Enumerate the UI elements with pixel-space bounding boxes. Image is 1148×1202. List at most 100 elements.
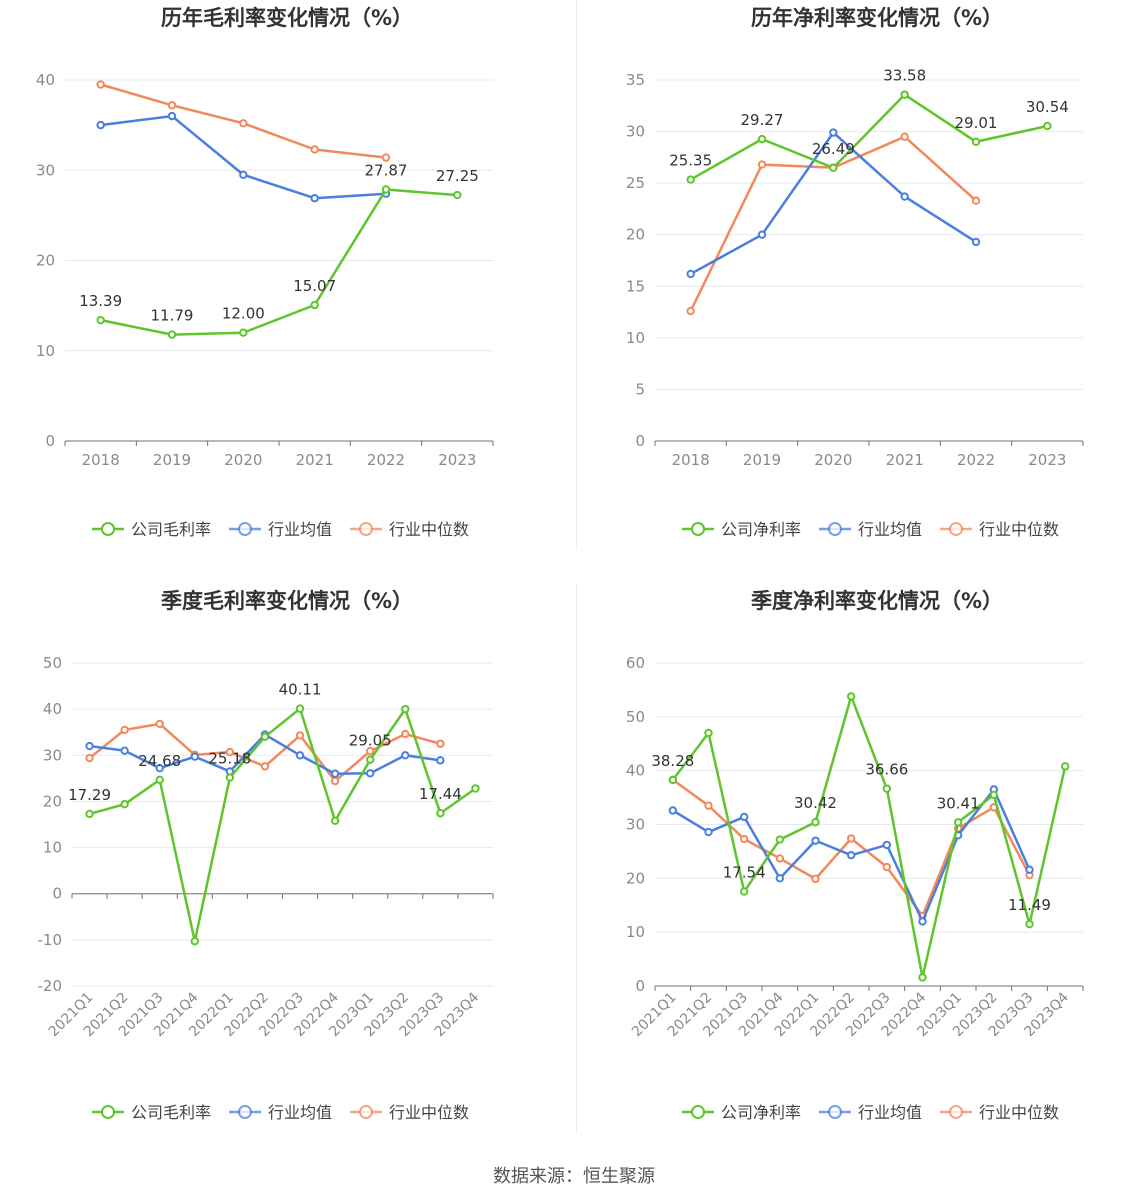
data-label: 29.27: [741, 111, 784, 129]
y-tick-label: 20: [626, 226, 645, 244]
chart-title: 历年净利率变化情况（%）: [750, 6, 1004, 30]
legend-marker: [101, 522, 115, 536]
y-tick-label: 40: [43, 700, 62, 718]
legend-label: 公司净利率: [721, 1103, 801, 1122]
data-point: [366, 755, 375, 764]
data-point: [310, 300, 319, 310]
y-tick-label: 30: [626, 816, 645, 834]
quarterly-gross-margin-chart: 季度毛利率变化情况（%） -20 -10 0 10 20 30 40 50 2021Q1 2021…: [0, 583, 574, 1166]
legend-label: 行业中位数: [979, 1103, 1059, 1122]
data-point: [330, 816, 340, 826]
data-point: [971, 237, 981, 247]
x-tick-label: 2020: [814, 451, 852, 469]
chart-title: 历年毛利率变化情况（%）: [160, 6, 414, 30]
data-label: 30.41: [937, 794, 980, 812]
data-point: [757, 134, 767, 144]
data-point: [295, 751, 305, 760]
data-label: 40.11: [279, 681, 322, 699]
data-label: 30.42: [794, 794, 837, 812]
data-point: [190, 752, 199, 761]
data-point: [882, 840, 892, 850]
data-label: 29.05: [349, 732, 392, 750]
data-point: [155, 775, 164, 785]
x-tick-label: 2021: [886, 451, 924, 469]
series-line: [671, 695, 1067, 979]
data-point: [918, 917, 927, 926]
data-point: [239, 119, 248, 128]
data-label: 17.54: [723, 864, 766, 882]
data-point: [190, 937, 199, 946]
legend-label: 行业均值: [268, 1103, 332, 1122]
y-tick-label: 60: [626, 654, 645, 672]
data-point: [167, 101, 177, 110]
data-label: 13.39: [79, 292, 122, 310]
data-point: [1043, 121, 1052, 131]
data-point: [704, 801, 713, 810]
data-point: [882, 862, 892, 872]
data-point: [167, 330, 177, 339]
data-point: [260, 762, 270, 771]
x-tick-label: 2019: [743, 451, 781, 469]
data-point: [260, 732, 270, 742]
data-point: [739, 834, 749, 844]
legend-label: 行业均值: [268, 520, 332, 539]
data-point: [295, 704, 305, 713]
legend-marker: [828, 1105, 842, 1119]
data-point: [366, 746, 375, 756]
data-point: [846, 692, 856, 701]
data-point: [436, 809, 445, 818]
x-tick-label: 2023: [438, 451, 476, 469]
data-point: [668, 806, 678, 815]
data-point: [225, 773, 235, 782]
data-point: [668, 775, 678, 785]
legend-label: 行业均值: [858, 520, 922, 539]
legend-label: 行业中位数: [389, 1103, 469, 1122]
data-label: 27.87: [365, 161, 408, 179]
data-point: [239, 170, 248, 179]
panel-divider-bottom: [576, 583, 577, 1133]
series-line: [100, 188, 458, 336]
data-label: 29.01: [955, 114, 998, 132]
data-point: [366, 769, 375, 778]
x-tick-label: 2022: [957, 451, 995, 469]
data-label: 27.25: [436, 167, 479, 185]
data-point: [167, 111, 177, 121]
y-tick-label: 20: [36, 252, 55, 270]
data-point: [739, 887, 749, 896]
legend-marker: [101, 1105, 115, 1119]
legend-marker: [828, 522, 842, 536]
data-point: [971, 196, 981, 205]
panel-divider-top: [576, 0, 577, 550]
y-tick-label: 20: [43, 792, 62, 810]
data-point: [310, 145, 319, 154]
x-tick-label: 2018: [672, 451, 710, 469]
data-point: [96, 315, 105, 325]
data-point: [96, 120, 105, 130]
legend-label: 行业均值: [858, 1103, 922, 1122]
series-line: [100, 114, 387, 200]
data-point: [829, 128, 838, 137]
legend-label: 公司毛利率: [131, 520, 211, 539]
y-tick-label: 50: [626, 708, 645, 726]
data-point: [829, 163, 838, 172]
data-point: [330, 776, 340, 786]
data-point: [1060, 762, 1070, 771]
data-point: [775, 854, 785, 863]
legend-marker: [359, 522, 373, 536]
data-point: [1025, 919, 1034, 929]
data-point: [846, 850, 856, 860]
legend-marker: [691, 522, 705, 536]
data-point: [739, 812, 749, 822]
data-point: [811, 874, 820, 884]
y-tick-label: 40: [626, 762, 645, 780]
annual-net-margin-chart: 历年净利率变化情况（%） 0 5 10 15 20 25 30 35 2018 2019 2020 2…: [590, 0, 1148, 583]
data-point: [918, 973, 927, 982]
series-line: [89, 707, 477, 943]
data-label: 36.66: [865, 761, 908, 779]
data-point: [453, 190, 462, 200]
y-tick-label: -20: [38, 977, 63, 995]
chart-svg: -20-10010203040502021Q12021Q22021Q32021Q…: [38, 654, 494, 1122]
data-point: [96, 80, 105, 89]
y-tick-label: 40: [36, 71, 55, 89]
chart-svg: 0 5 10 15 20 25 30 35 2018 2019 2020 2021 2022 2023 25…: [626, 67, 1084, 539]
